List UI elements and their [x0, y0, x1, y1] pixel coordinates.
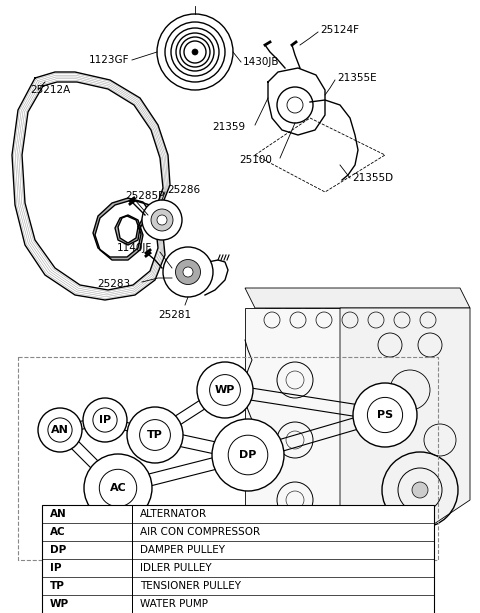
Text: 1430JB: 1430JB — [243, 57, 279, 67]
Bar — [42, 505, 434, 613]
Circle shape — [197, 362, 253, 418]
Circle shape — [151, 209, 173, 231]
Circle shape — [38, 408, 82, 452]
Polygon shape — [245, 308, 340, 560]
Polygon shape — [340, 308, 470, 560]
Circle shape — [157, 215, 167, 225]
Text: TENSIONER PULLEY: TENSIONER PULLEY — [140, 581, 241, 591]
Bar — [18, 357, 438, 560]
Polygon shape — [245, 288, 470, 308]
Text: 25285P: 25285P — [125, 191, 164, 201]
Text: 25286: 25286 — [167, 185, 200, 195]
Text: AC: AC — [50, 527, 66, 537]
Text: AIR CON COMPRESSOR: AIR CON COMPRESSOR — [140, 527, 260, 537]
Text: 21359: 21359 — [212, 122, 245, 132]
Text: PS: PS — [377, 410, 393, 420]
Text: IDLER PULLEY: IDLER PULLEY — [140, 563, 212, 573]
Circle shape — [84, 454, 152, 522]
Circle shape — [183, 267, 193, 277]
Text: DAMPER PULLEY: DAMPER PULLEY — [140, 545, 225, 555]
Text: IP: IP — [99, 415, 111, 425]
Text: AN: AN — [51, 425, 69, 435]
Circle shape — [212, 419, 284, 491]
Text: 25212A: 25212A — [30, 85, 70, 95]
Text: 1140JF: 1140JF — [117, 243, 152, 253]
Circle shape — [353, 383, 417, 447]
Text: AC: AC — [109, 483, 126, 493]
Text: 25221: 25221 — [179, 0, 212, 2]
Text: 25281: 25281 — [158, 310, 192, 320]
Circle shape — [412, 482, 428, 498]
Text: 21355E: 21355E — [337, 73, 377, 83]
Text: IP: IP — [50, 563, 61, 573]
Circle shape — [192, 49, 198, 55]
Text: DP: DP — [50, 545, 66, 555]
Text: TP: TP — [147, 430, 163, 440]
Text: AN: AN — [50, 509, 67, 519]
Text: TP: TP — [50, 581, 65, 591]
Text: 21355D: 21355D — [352, 173, 393, 183]
Text: 25100: 25100 — [239, 155, 272, 165]
Circle shape — [127, 407, 183, 463]
Text: WP: WP — [50, 599, 69, 609]
Text: 25283: 25283 — [97, 279, 130, 289]
Text: ALTERNATOR: ALTERNATOR — [140, 509, 207, 519]
Text: WATER PUMP: WATER PUMP — [140, 599, 208, 609]
Circle shape — [176, 259, 201, 284]
Text: 25124F: 25124F — [320, 25, 359, 35]
Circle shape — [142, 200, 182, 240]
Circle shape — [163, 247, 213, 297]
Text: WP: WP — [215, 385, 235, 395]
Text: 1123GF: 1123GF — [88, 55, 129, 65]
Text: DP: DP — [240, 450, 257, 460]
Circle shape — [83, 398, 127, 442]
